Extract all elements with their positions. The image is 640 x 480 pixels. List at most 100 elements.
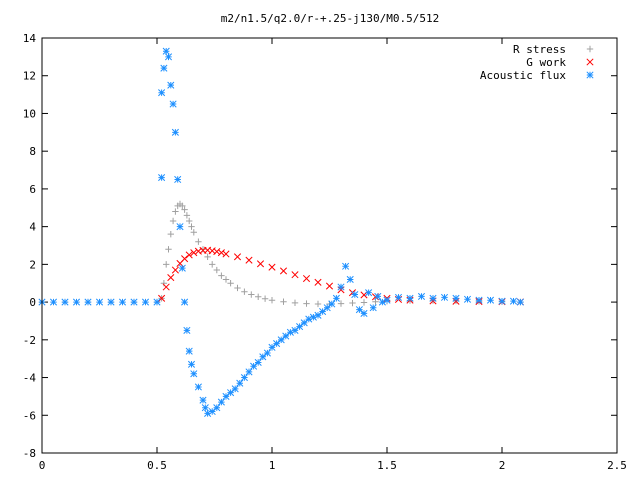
y-tick-label: 2: [29, 258, 36, 271]
data-point: [174, 175, 182, 184]
data-point: [291, 326, 299, 334]
data-point: [369, 304, 377, 312]
data-point: [250, 362, 258, 370]
data-point: [217, 249, 225, 257]
data-point: [172, 208, 179, 215]
data-point: [171, 128, 179, 136]
data-point: [162, 47, 170, 55]
data-point: [346, 275, 354, 284]
data-point: [165, 246, 172, 253]
data-point: [176, 223, 184, 231]
data-point: [254, 358, 262, 367]
data-point: [72, 298, 81, 306]
data-point: [234, 284, 241, 292]
data-point: [49, 298, 58, 306]
legend-marker: [586, 45, 594, 53]
y-tick-label: 6: [29, 183, 36, 196]
data-point: [178, 264, 186, 272]
data-point: [337, 283, 345, 291]
axis-ticks: 0 0.5 1 1.5 2 2.5 -8 -6 -4 -2 0 2 4 6 8 10 12 14: [23, 32, 627, 472]
data-point: [236, 379, 244, 387]
x-tick-label: 0: [39, 459, 46, 472]
data-point: [475, 296, 483, 304]
data-point: [360, 309, 368, 317]
data-point: [314, 278, 322, 286]
data-point: [314, 300, 322, 308]
data-point: [305, 315, 313, 323]
data-point: [248, 291, 255, 298]
data-point: [245, 256, 253, 264]
data-point: [268, 343, 276, 351]
data-point: [181, 206, 188, 213]
data-point: [303, 300, 310, 307]
data-point: [190, 249, 198, 257]
data-point: [309, 313, 317, 321]
data-point: [227, 280, 234, 287]
data-point: [259, 353, 267, 361]
data-point: [323, 304, 331, 312]
data-point: [188, 223, 195, 230]
data-point: [171, 266, 179, 274]
y-tick-label: -8: [23, 447, 36, 460]
data-point: [169, 100, 177, 108]
data-point: [240, 373, 248, 382]
data-point: [190, 229, 197, 236]
data-point: [218, 272, 225, 279]
series-2: [38, 47, 524, 417]
data-point: [319, 307, 327, 316]
chart-title: m2/n1.5/q2.0/r-+.25-j130/M0.5/512: [221, 12, 440, 25]
data-point: [286, 328, 294, 336]
x-tick-label: 0.5: [147, 459, 167, 472]
data-point: [342, 262, 350, 270]
data-point: [213, 247, 221, 256]
data-point: [167, 81, 175, 89]
data-point: [314, 311, 322, 319]
y-tick-label: 0: [29, 296, 36, 309]
y-tick-label: 4: [29, 221, 36, 234]
data-point: [406, 294, 414, 302]
data-point: [204, 253, 211, 261]
data-point: [486, 296, 495, 304]
data-point: [452, 294, 460, 302]
data-point: [181, 255, 189, 263]
data-point: [169, 217, 177, 225]
data-point: [261, 295, 269, 302]
data-point: [158, 294, 166, 302]
data-point: [372, 298, 379, 305]
plot-points: [38, 47, 524, 417]
data-point: [167, 230, 174, 238]
data-point: [213, 266, 220, 274]
data-point: [417, 292, 426, 300]
data-point: [107, 298, 115, 306]
series-1: [158, 246, 524, 306]
data-point: [325, 282, 334, 290]
data-point: [183, 326, 191, 334]
data-point: [349, 299, 356, 307]
legend-label: G work: [526, 56, 566, 69]
legend-label: Acoustic flux: [480, 69, 566, 82]
data-point: [300, 319, 308, 327]
data-point: [213, 404, 221, 412]
data-point: [394, 293, 403, 301]
data-point: [328, 300, 336, 308]
data-point: [273, 340, 281, 348]
data-point: [158, 174, 166, 182]
data-point: [194, 383, 202, 391]
data-point: [378, 298, 386, 306]
data-point: [181, 298, 189, 306]
data-point: [163, 261, 170, 268]
data-point: [255, 293, 262, 301]
data-point: [355, 306, 363, 314]
data-point: [282, 332, 290, 340]
data-point: [201, 404, 209, 412]
legend-marker: [586, 58, 594, 66]
data-point: [498, 297, 506, 305]
data-point: [383, 296, 391, 304]
data-point: [95, 298, 104, 306]
data-point: [195, 238, 202, 245]
data-point: [429, 294, 437, 302]
data-point: [61, 298, 69, 306]
y-tick-label: -2: [23, 334, 36, 347]
data-point: [167, 274, 175, 282]
